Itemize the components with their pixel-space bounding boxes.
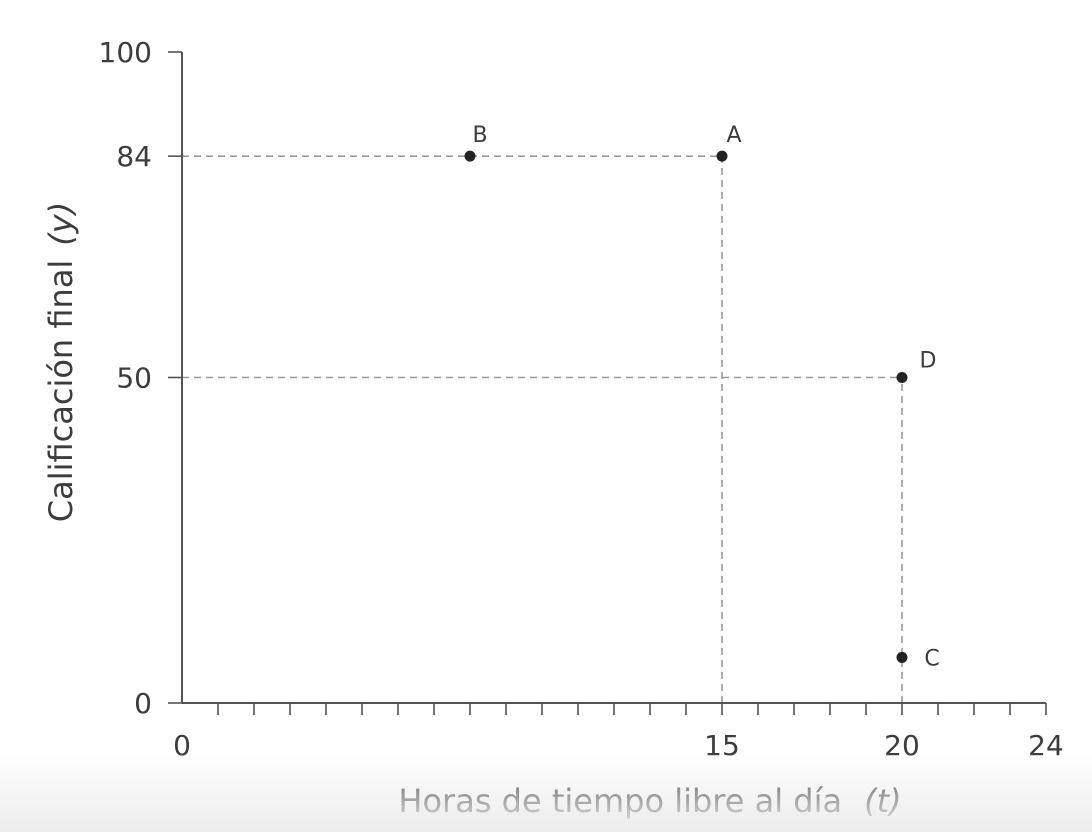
guide-lines: [182, 155, 903, 703]
y-tick-label-0: 0: [134, 687, 152, 720]
y-tick-label-100: 100: [99, 36, 152, 69]
x-tick-label-20: 20: [884, 729, 920, 762]
y-axis-title: Calificación final (y): [42, 202, 80, 522]
x-axis-label: Horas de tiempo libre al día: [398, 782, 842, 820]
x-tick-label-15: 15: [704, 729, 740, 762]
point-d: [896, 372, 908, 383]
x-tick-label-24: 24: [1028, 729, 1064, 762]
point-label-d: D: [920, 349, 937, 374]
point-b: [464, 150, 476, 162]
y-axis-label: Calificación final: [42, 260, 80, 523]
y-axis-variable: (y): [42, 202, 80, 246]
point-label-c: C: [924, 646, 939, 671]
y-tick-label-50: 50: [116, 362, 152, 395]
y-tick-label-84: 84: [116, 140, 152, 173]
x-axis-variable: (t): [864, 782, 902, 820]
point-label-b: B: [472, 123, 487, 148]
point-label-a: A: [726, 123, 741, 148]
point-c: [896, 651, 908, 663]
axis-ticks: 0 15 20 24 0 50 84 100: [99, 36, 1064, 762]
data-points: A B C D: [464, 123, 940, 671]
x-axis-title: Horas de tiempo libre al día (t): [398, 782, 901, 820]
point-a: [716, 150, 728, 162]
x-tick-label-0: 0: [173, 729, 191, 762]
